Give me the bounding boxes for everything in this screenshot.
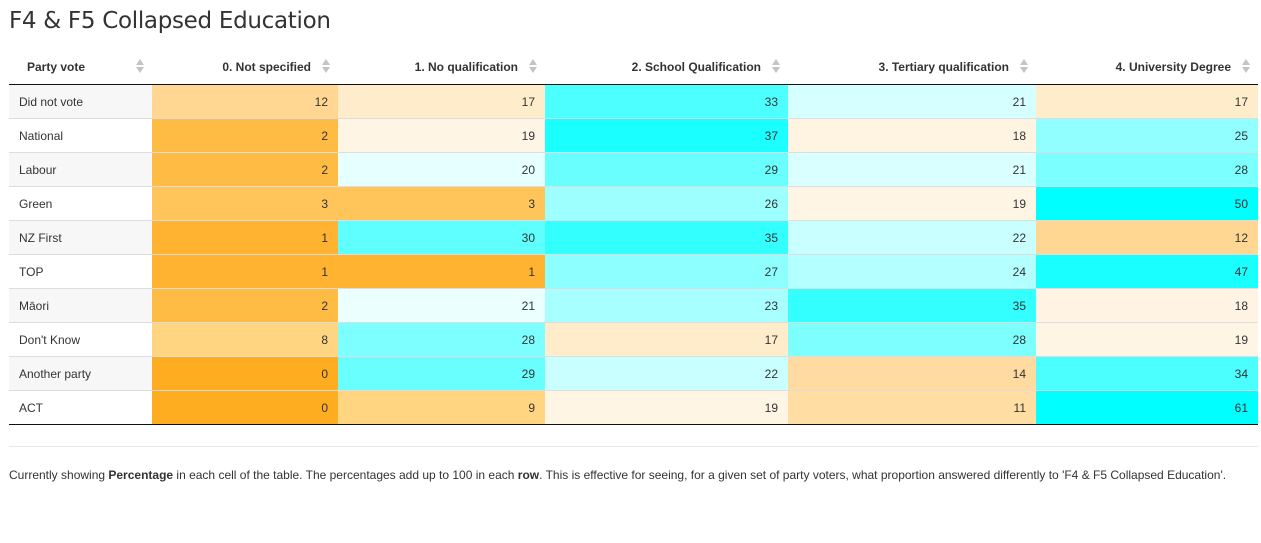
table-cell: 2 <box>152 118 338 153</box>
table-cell: 35 <box>545 220 788 255</box>
table-cell: 47 <box>1036 254 1258 289</box>
table-cell: 2 <box>152 152 338 187</box>
table-cell: 8 <box>152 322 338 357</box>
table-header-row: Party vote 0. Not specified 1. No qualif… <box>9 50 1258 85</box>
crosstab-table: Party vote 0. Not specified 1. No qualif… <box>9 50 1258 425</box>
column-header-school-qualification[interactable]: 2. School Qualification <box>545 50 788 85</box>
table-cell: 37 <box>545 118 788 153</box>
row-label: Don't Know <box>9 322 152 357</box>
sort-icon[interactable] <box>1242 59 1252 75</box>
table-cell: 28 <box>1036 152 1258 187</box>
column-header-university-degree[interactable]: 4. University Degree <box>1036 50 1258 85</box>
table-cell: 28 <box>788 322 1036 357</box>
column-header-label: 4. University Degree <box>1115 60 1231 74</box>
column-header-no-qualification[interactable]: 1. No qualification <box>338 50 545 85</box>
table-cell: 21 <box>788 152 1036 187</box>
column-header-label: 0. Not specified <box>222 60 311 74</box>
table-cell: 21 <box>338 288 545 323</box>
footnote-part: in each cell of the table. The percentag… <box>173 468 518 482</box>
table-row: Another party 0 29 22 14 34 <box>9 356 1258 391</box>
table-cell: 19 <box>1036 322 1258 357</box>
table-cell: 18 <box>1036 288 1258 323</box>
table-row: Māori 2 21 23 35 18 <box>9 288 1258 323</box>
column-header-tertiary-qualification[interactable]: 3. Tertiary qualification <box>788 50 1036 85</box>
table-row: Labour 2 20 29 21 28 <box>9 152 1258 187</box>
table-row: ACT 0 9 19 11 61 <box>9 390 1258 425</box>
footnote-part: Currently showing <box>9 468 109 482</box>
table-cell: 29 <box>545 152 788 187</box>
table-cell: 25 <box>1036 118 1258 153</box>
table-row: Did not vote 12 17 33 21 17 <box>9 84 1258 119</box>
footnote-emphasis-direction: row <box>517 468 540 482</box>
sort-icon[interactable] <box>529 59 539 75</box>
table-cell: 12 <box>152 84 338 119</box>
table-cell: 19 <box>788 186 1036 221</box>
table-cell: 1 <box>152 220 338 255</box>
table-cell: 18 <box>788 118 1036 153</box>
table-cell: 0 <box>152 390 338 425</box>
table-row: NZ First 1 30 35 22 12 <box>9 220 1258 255</box>
table-cell: 26 <box>545 186 788 221</box>
table-cell: 17 <box>545 322 788 357</box>
column-header-label: Party vote <box>27 60 86 74</box>
table-cell: 28 <box>338 322 545 357</box>
table-row: Green 3 3 26 19 50 <box>9 186 1258 221</box>
table-cell: 22 <box>788 220 1036 255</box>
table-body: Did not vote 12 17 33 21 17 National 2 19 37 18 25 L… <box>9 84 1258 425</box>
table-cell: 14 <box>788 356 1036 391</box>
row-label: National <box>9 118 152 153</box>
table-cell: 21 <box>788 84 1036 119</box>
table-cell: 20 <box>338 152 545 187</box>
table-cell: 50 <box>1036 186 1258 221</box>
column-header-party-vote[interactable]: Party vote <box>9 50 152 85</box>
table-cell: 34 <box>1036 356 1258 391</box>
table-cell: 9 <box>338 390 545 425</box>
table-cell: 19 <box>338 118 545 153</box>
row-label: TOP <box>9 254 152 289</box>
table-row: Don't Know 8 28 17 28 19 <box>9 322 1258 357</box>
sort-icon[interactable] <box>322 59 332 75</box>
table-cell: 17 <box>1036 84 1258 119</box>
footnote-emphasis-measure: Percentage <box>108 468 174 482</box>
table-row: TOP 1 1 27 24 47 <box>9 254 1258 289</box>
table-cell: 61 <box>1036 390 1258 425</box>
table-cell: 30 <box>338 220 545 255</box>
table-cell: 11 <box>788 390 1036 425</box>
table-cell: 3 <box>338 186 545 221</box>
table-cell: 22 <box>545 356 788 391</box>
table-cell: 35 <box>788 288 1036 323</box>
sort-icon[interactable] <box>136 59 146 75</box>
table-cell: 12 <box>1036 220 1258 255</box>
table-cell: 33 <box>545 84 788 119</box>
row-label: Māori <box>9 288 152 323</box>
page-title: F4 & F5 Collapsed Education <box>9 8 331 34</box>
table-cell: 24 <box>788 254 1036 289</box>
footnote-part: . This is effective for seeing, for a gi… <box>539 468 1227 482</box>
table-cell: 29 <box>338 356 545 391</box>
table-cell: 19 <box>545 390 788 425</box>
row-label: ACT <box>9 390 152 425</box>
table-row: National 2 19 37 18 25 <box>9 118 1258 153</box>
column-header-label: 2. School Qualification <box>631 60 761 74</box>
sort-icon[interactable] <box>1020 59 1030 75</box>
column-header-label: 1. No qualification <box>414 60 518 74</box>
divider <box>9 446 1258 447</box>
row-label: Green <box>9 186 152 221</box>
table-cell: 3 <box>152 186 338 221</box>
row-label: Another party <box>9 356 152 391</box>
column-header-not-specified[interactable]: 0. Not specified <box>152 50 338 85</box>
column-header-label: 3. Tertiary qualification <box>878 60 1009 74</box>
table-cell: 23 <box>545 288 788 323</box>
row-label: NZ First <box>9 220 152 255</box>
footnote-text: Currently showing Percentage in each cel… <box>9 468 1258 482</box>
row-label: Labour <box>9 152 152 187</box>
table-cell: 1 <box>338 254 545 289</box>
sort-icon[interactable] <box>772 59 782 75</box>
table-cell: 17 <box>338 84 545 119</box>
table-cell: 2 <box>152 288 338 323</box>
row-label: Did not vote <box>9 84 152 119</box>
table-cell: 27 <box>545 254 788 289</box>
table-cell: 0 <box>152 356 338 391</box>
table-cell: 1 <box>152 254 338 289</box>
